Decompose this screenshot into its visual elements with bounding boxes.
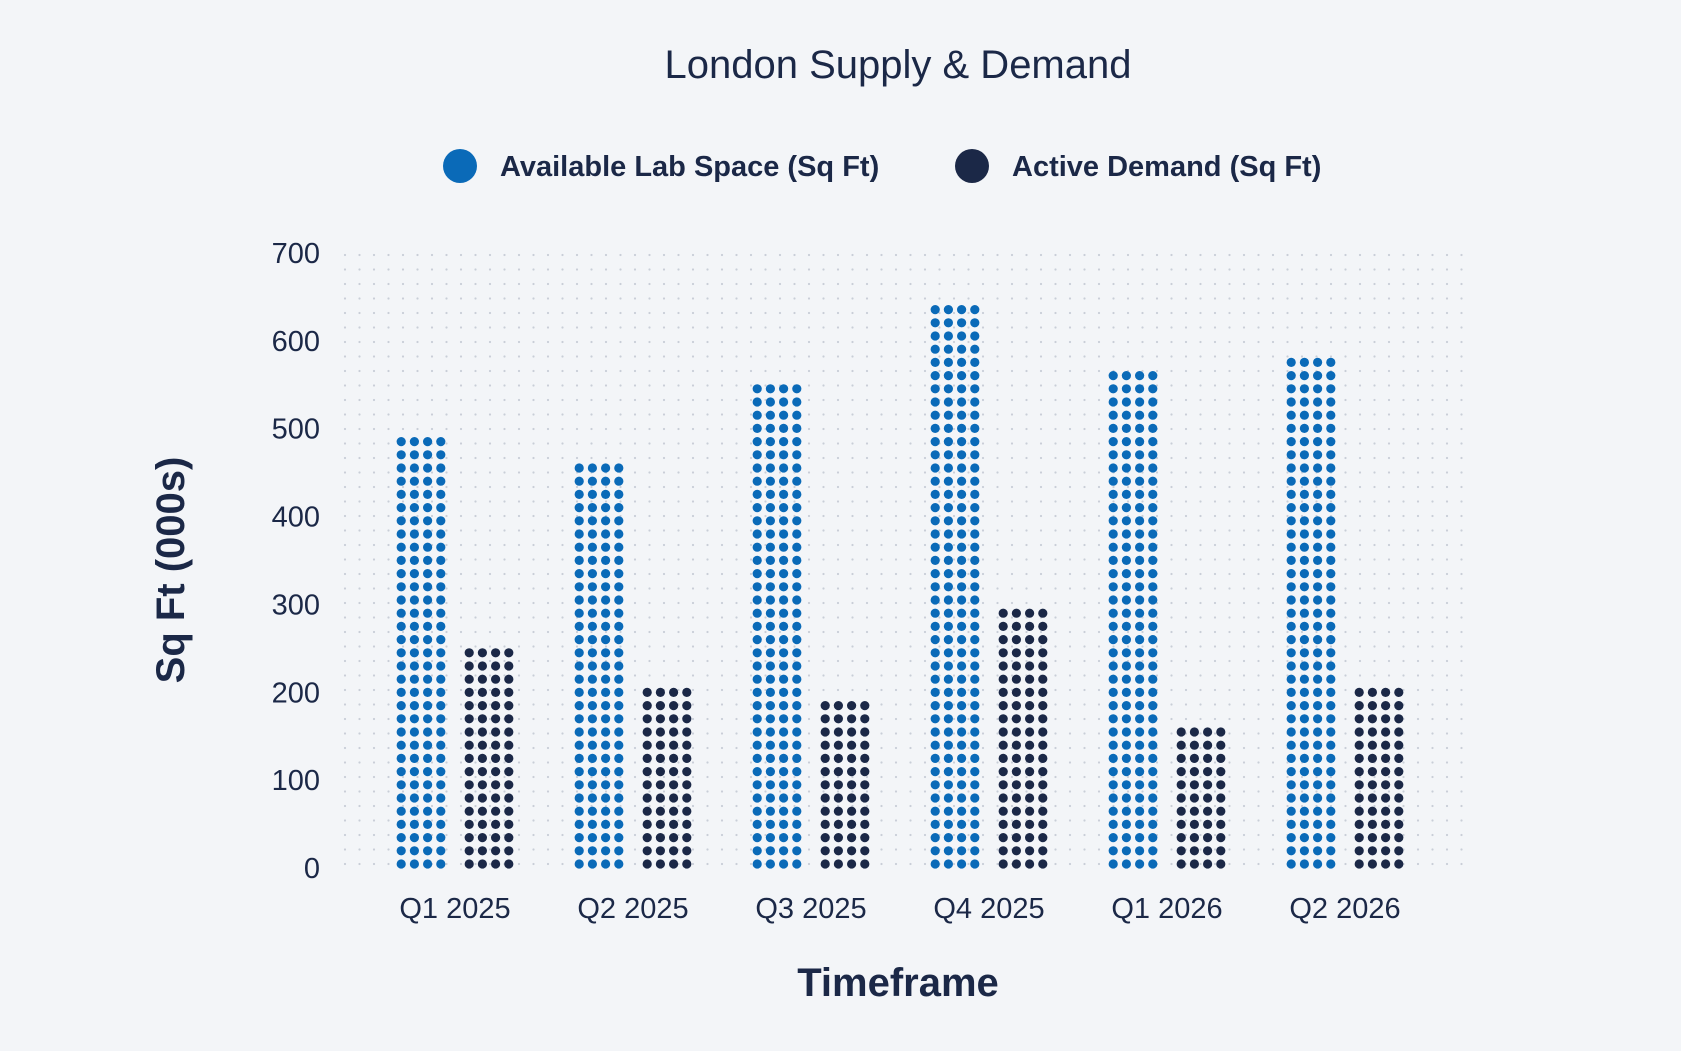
x-axis-title: Timeframe <box>797 961 999 1005</box>
bar-available[interactable] <box>1108 371 1158 869</box>
legend-marker-available <box>443 149 477 183</box>
y-tick-label: 700 <box>272 238 320 270</box>
x-tick-label: Q1 2025 <box>399 893 510 925</box>
bar-available[interactable] <box>930 305 980 869</box>
y-tick-label: 200 <box>272 677 320 709</box>
y-tick-label: 500 <box>272 414 320 446</box>
bar-available[interactable] <box>752 384 802 869</box>
legend-item-available[interactable]: Available Lab Space (Sq Ft) <box>443 149 879 183</box>
y-tick-label: 300 <box>272 589 320 621</box>
legend-marker-demand <box>955 149 989 183</box>
bar-available[interactable] <box>396 437 446 869</box>
x-axis: Q1 2025 Q2 2025 Q3 2025 Q4 2025 Q1 2026 … <box>399 893 1400 925</box>
bar-demand[interactable] <box>998 608 1048 869</box>
x-tick-label: Q3 2025 <box>755 893 866 925</box>
bar-available[interactable] <box>1286 357 1336 869</box>
x-tick-label: Q1 2026 <box>1111 893 1222 925</box>
y-tick-label: 400 <box>272 502 320 534</box>
chart-title: London Supply & Demand <box>665 43 1132 87</box>
y-tick-label: 600 <box>272 326 320 358</box>
x-tick-label: Q2 2026 <box>1289 893 1400 925</box>
y-tick-label: 100 <box>272 765 320 797</box>
legend-label-demand: Active Demand (Sq Ft) <box>1012 151 1321 183</box>
bars <box>396 305 1404 869</box>
bar-demand[interactable] <box>1176 727 1226 869</box>
legend: Available Lab Space (Sq Ft) Active Deman… <box>443 149 1321 183</box>
bar-demand[interactable] <box>820 701 870 869</box>
legend-label-available: Available Lab Space (Sq Ft) <box>500 151 879 183</box>
legend-item-demand[interactable]: Active Demand (Sq Ft) <box>955 149 1321 183</box>
y-axis-title: Sq Ft (000s) <box>149 457 193 684</box>
x-tick-label: Q4 2025 <box>933 893 1044 925</box>
bar-available[interactable] <box>574 463 624 869</box>
x-tick-label: Q2 2025 <box>577 893 688 925</box>
bar-demand[interactable] <box>1354 687 1404 869</box>
y-axis: 0 100 200 300 400 500 600 700 <box>272 238 320 885</box>
bar-demand[interactable] <box>642 687 692 869</box>
bar-demand[interactable] <box>464 648 514 869</box>
y-tick-label: 0 <box>304 853 320 885</box>
